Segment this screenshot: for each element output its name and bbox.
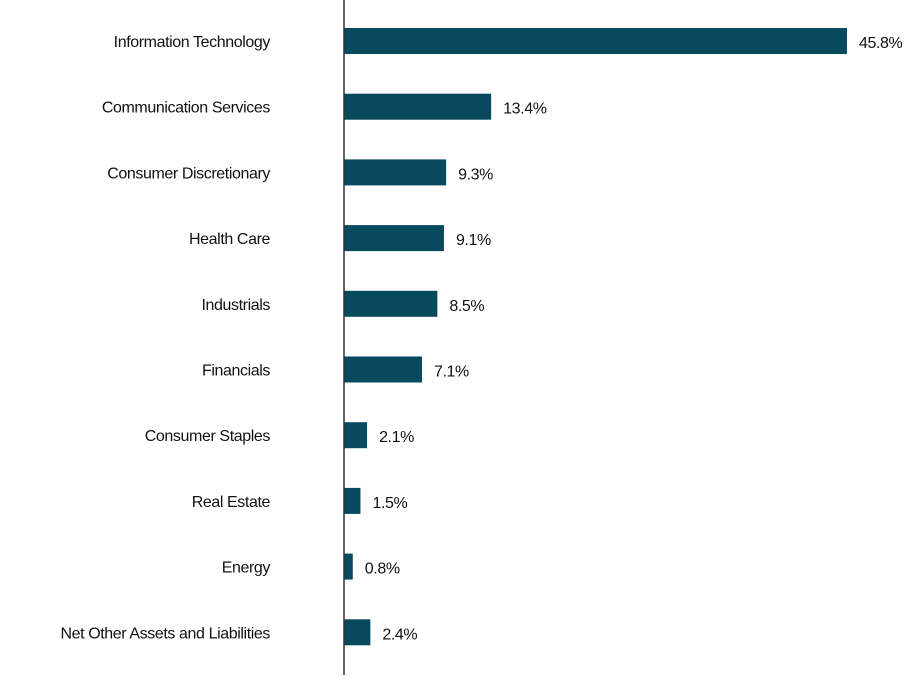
bar — [344, 619, 371, 646]
bar — [344, 28, 847, 54]
category-label: Health Care — [189, 231, 270, 248]
data-label: 7.1% — [434, 364, 469, 381]
category-label: Energy — [222, 560, 271, 577]
category-label: Information Technology — [114, 34, 271, 51]
bar — [344, 422, 368, 449]
data-label: 1.5% — [372, 495, 407, 512]
data-label: 45.8% — [859, 35, 903, 52]
data-label: 9.1% — [456, 232, 491, 249]
category-label: Net Other Assets and Liabilities — [60, 625, 270, 642]
category-label: Consumer Staples — [145, 428, 271, 445]
bar — [344, 225, 444, 252]
data-label: 2.1% — [379, 429, 414, 446]
category-label: Communication Services — [102, 100, 271, 117]
data-label: 0.8% — [365, 561, 400, 578]
bar — [344, 159, 447, 186]
category-label: Real Estate — [192, 494, 271, 511]
data-label: 8.5% — [449, 298, 484, 315]
data-label: 13.4% — [503, 101, 547, 118]
bar — [344, 487, 361, 514]
data-label: 9.3% — [458, 166, 493, 183]
bar — [344, 553, 353, 580]
data-label: 2.4% — [382, 626, 417, 643]
bar — [344, 290, 438, 317]
category-label: Financials — [202, 363, 270, 380]
bar — [344, 356, 422, 383]
category-label: Industrials — [201, 297, 270, 314]
category-label: Consumer Discretionary — [107, 165, 270, 182]
bar — [344, 93, 492, 120]
